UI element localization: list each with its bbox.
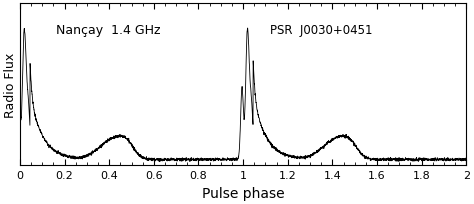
Text: PSR  J0030+0451: PSR J0030+0451	[270, 23, 373, 37]
X-axis label: Pulse phase: Pulse phase	[202, 186, 284, 200]
Text: Nançay  1.4 GHz: Nançay 1.4 GHz	[55, 23, 160, 37]
Y-axis label: Radio Flux: Radio Flux	[4, 52, 17, 117]
